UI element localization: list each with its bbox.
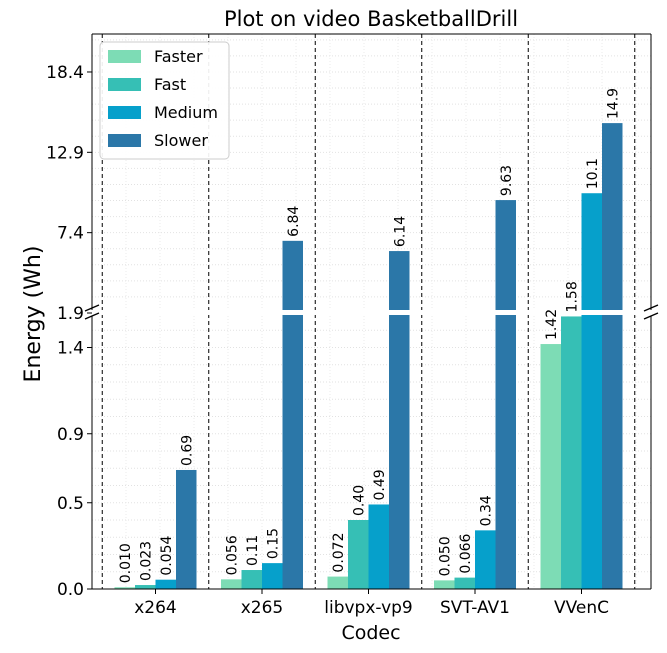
bar	[561, 316, 582, 589]
x-tick-label: libvpx-vp9	[324, 598, 413, 618]
bar-value-label: 0.11	[245, 535, 261, 566]
bar	[262, 563, 283, 589]
bar-value-label: 0.054	[159, 536, 175, 576]
bar	[155, 579, 176, 589]
plot-area: 0.010 0.056 0.072 0.050 1.42 0.023 0.11 0.40 0.0…	[46, 33, 659, 618]
y-tick-label: 0.5	[57, 494, 84, 514]
x-tick-label: x265	[241, 598, 284, 618]
legend-label: Medium	[154, 103, 218, 122]
y-tick-label: 1.9	[57, 304, 84, 324]
y-tick-label: 18.4	[46, 63, 84, 83]
bar-value-label: 1.58	[564, 281, 580, 312]
bar	[454, 577, 475, 589]
bar-value-label: 0.49	[372, 469, 388, 500]
bar	[475, 530, 496, 589]
bar	[327, 576, 348, 589]
bar	[176, 469, 197, 589]
bar	[581, 193, 602, 313]
bar-value-label: 6.14	[392, 216, 408, 247]
legend-swatch	[108, 78, 141, 91]
bar-value-label: 0.050	[437, 536, 453, 576]
bar	[241, 570, 262, 589]
bar	[114, 587, 135, 589]
bar-value-label: 0.34	[478, 495, 494, 526]
axis-break-mark	[84, 304, 100, 312]
axis-break-mark	[643, 304, 659, 312]
axis-break-gap	[92, 310, 651, 315]
axis-break-mark	[643, 312, 659, 320]
bar-value-label: 0.010	[118, 543, 134, 583]
bar	[602, 313, 623, 589]
y-tick-label: 0.0	[57, 580, 84, 600]
axis-break-mark	[84, 312, 100, 320]
chart-title: Plot on video BasketballDrill	[224, 7, 518, 31]
bar	[282, 240, 303, 313]
legend-swatch	[108, 134, 141, 147]
bar	[389, 251, 410, 313]
bar	[495, 313, 516, 589]
legend: Faster Fast Medium Slower	[99, 41, 230, 160]
bar	[221, 579, 242, 589]
bar-value-label: 10.1	[585, 158, 601, 189]
y-axis-title: Energy (Wh)	[21, 246, 46, 383]
bar	[434, 580, 455, 589]
bar-value-label: 0.15	[265, 528, 281, 559]
legend-swatch	[108, 106, 141, 119]
bar	[368, 504, 389, 589]
bar-value-label: 0.072	[331, 532, 347, 572]
legend-label: Slower	[154, 131, 208, 150]
x-axis-title: Codec	[341, 622, 400, 644]
legend-box	[99, 41, 230, 160]
x-tick-label: x264	[134, 598, 177, 618]
y-tick-label: 12.9	[46, 143, 84, 163]
bar	[389, 313, 410, 589]
bar-value-label: 0.066	[458, 533, 474, 573]
x-tick-label: SVT-AV1	[440, 598, 510, 618]
y-tick-label: 0.9	[57, 425, 84, 445]
bar	[540, 344, 561, 589]
bar-value-label: 0.056	[224, 535, 240, 575]
bar	[581, 313, 602, 589]
legend-label: Faster	[154, 47, 203, 66]
bar-value-label: 0.69	[179, 435, 195, 466]
bar	[282, 313, 303, 589]
bar-value-label: 9.63	[499, 165, 515, 196]
y-tick-label: 7.4	[57, 224, 84, 244]
y-tick-label: 1.4	[57, 339, 84, 359]
bar-value-label: 1.42	[544, 309, 560, 340]
bar-value-label: 0.023	[138, 541, 154, 581]
bar-value-label: 0.40	[351, 485, 367, 516]
bar-value-label: 6.84	[286, 206, 302, 237]
bar	[135, 585, 156, 589]
bar	[348, 520, 369, 589]
bar	[602, 123, 623, 314]
x-tick-label: VVenC	[554, 598, 609, 618]
bar-value-label: 14.9	[605, 88, 621, 119]
legend-swatch	[108, 50, 141, 63]
legend-label: Fast	[154, 75, 186, 94]
bar	[495, 200, 516, 313]
